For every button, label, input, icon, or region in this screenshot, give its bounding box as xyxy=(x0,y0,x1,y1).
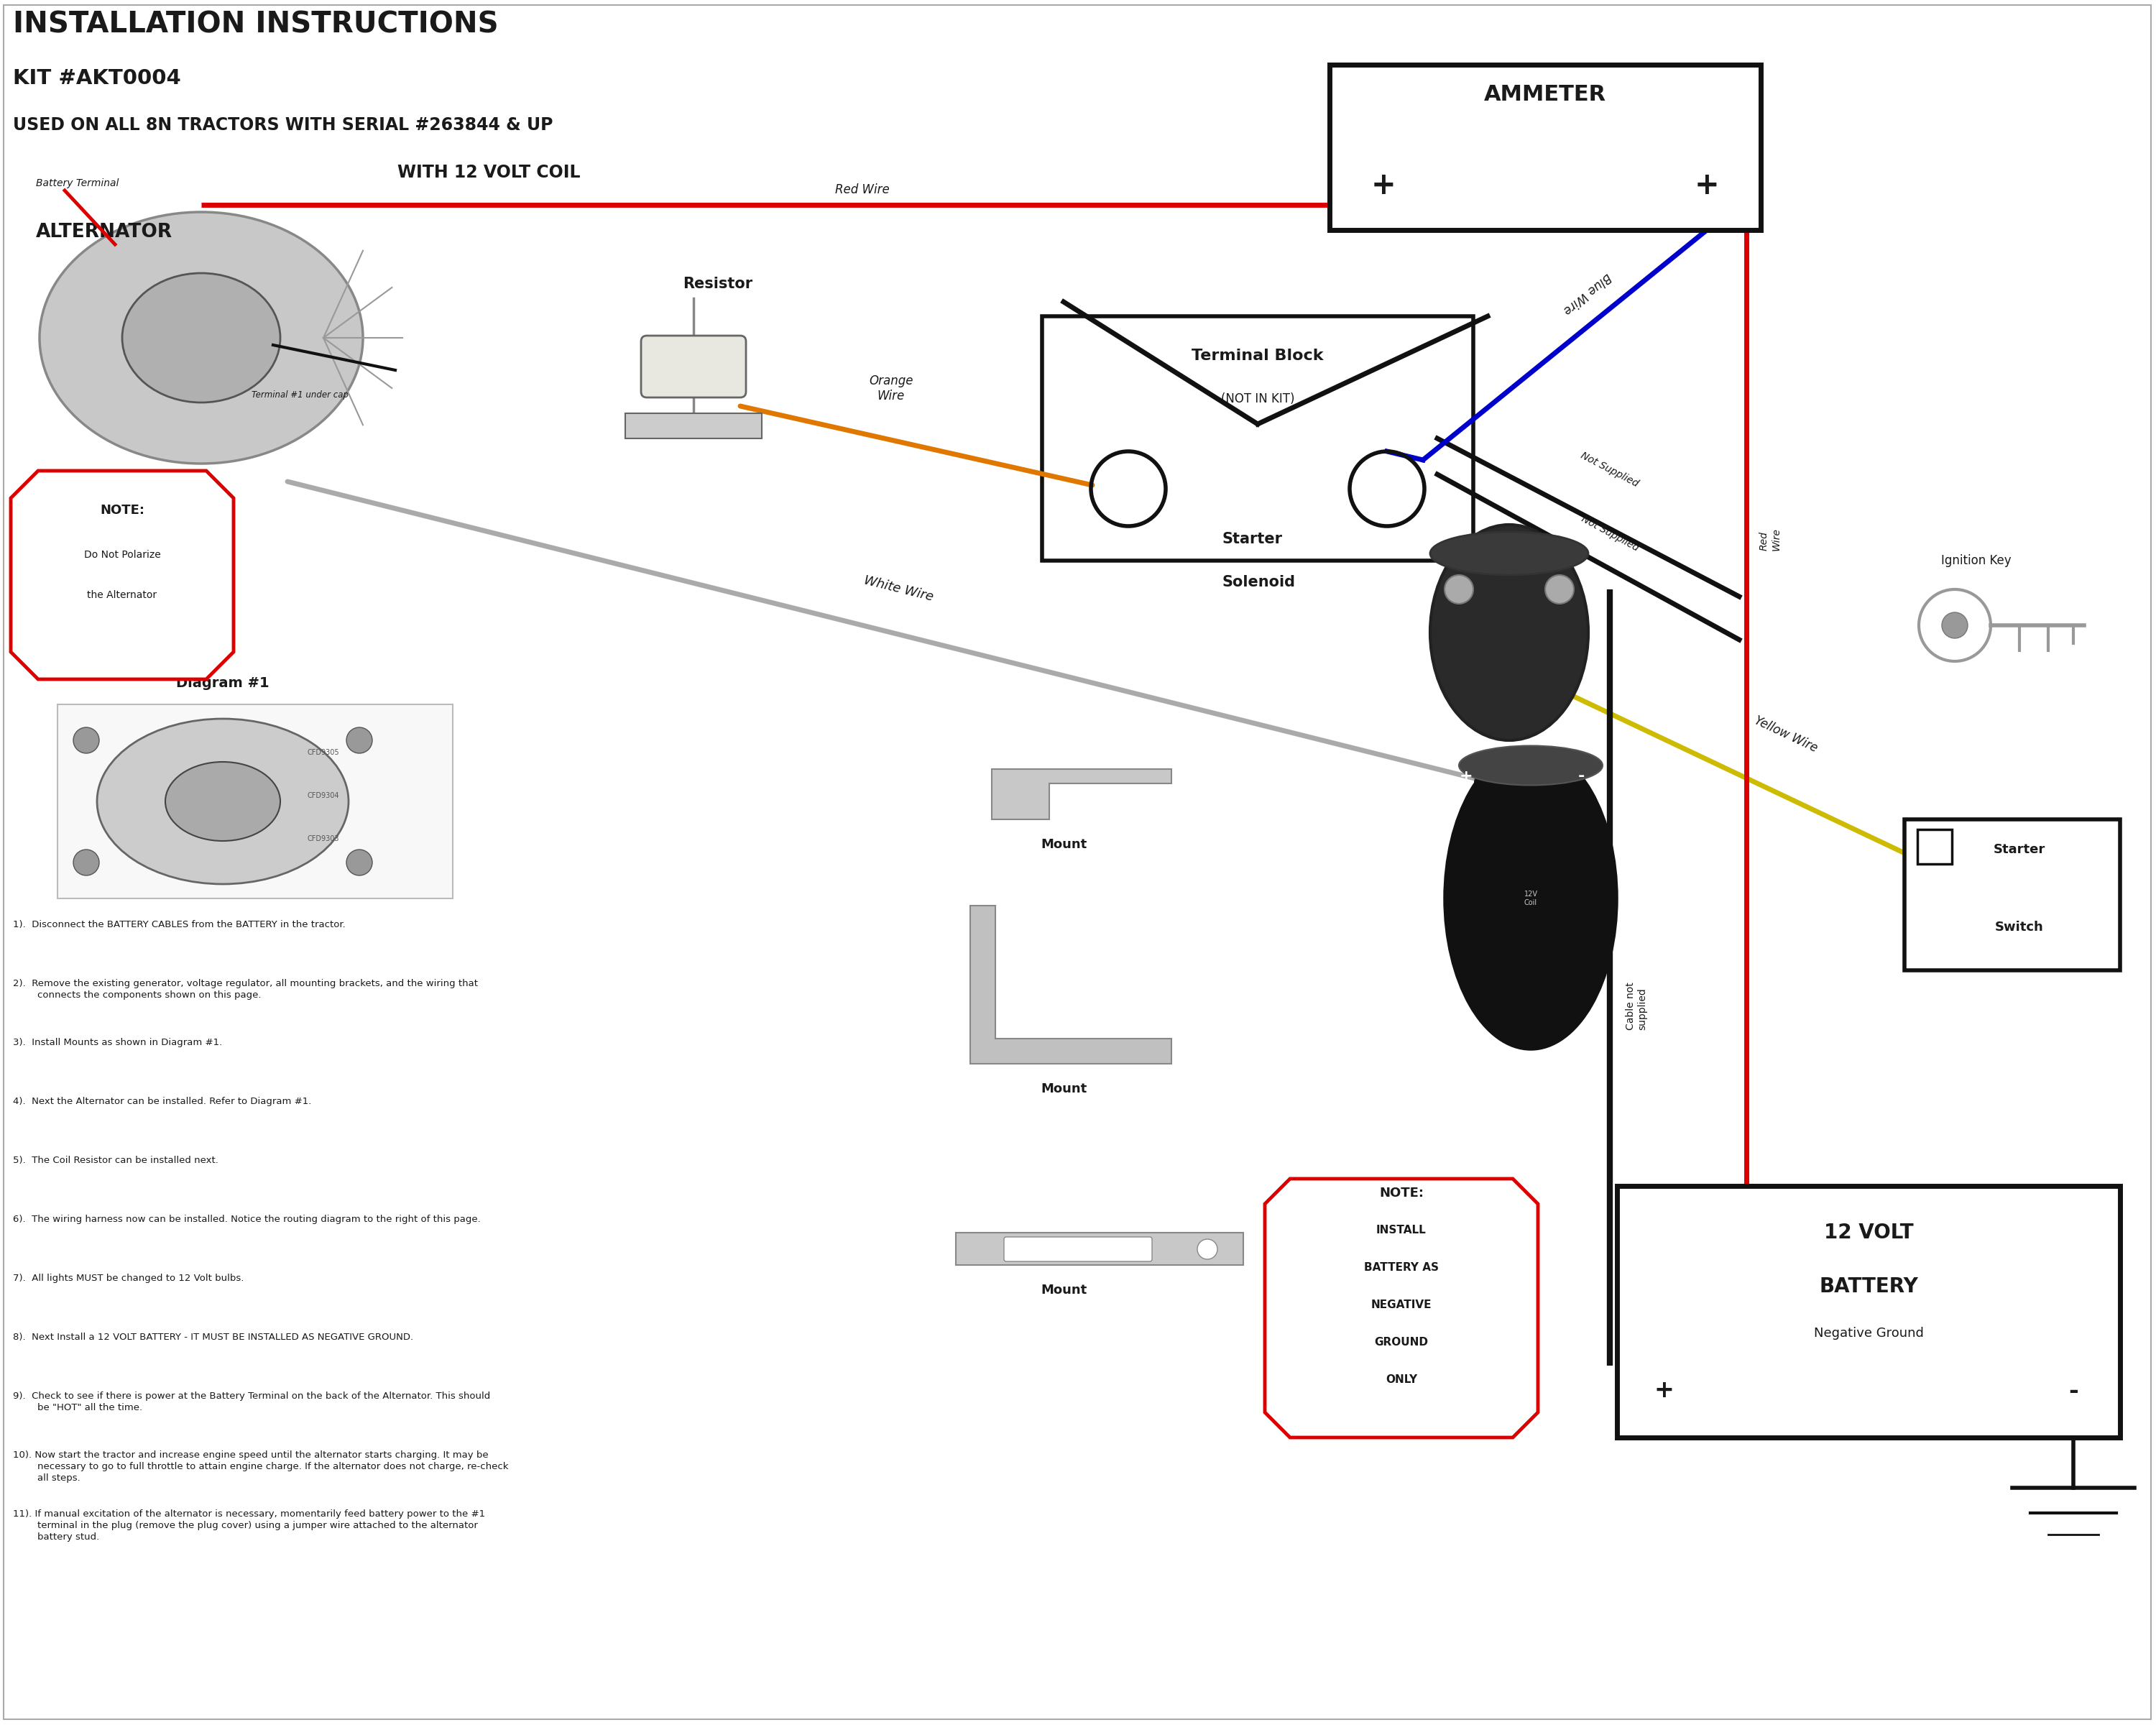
Text: ONLY: ONLY xyxy=(1386,1375,1416,1385)
Text: 5).  The Coil Resistor can be installed next.: 5). The Coil Resistor can be installed n… xyxy=(13,1156,218,1164)
Circle shape xyxy=(1546,574,1574,604)
Text: Switch: Switch xyxy=(1994,921,2044,933)
Text: BATTERY AS: BATTERY AS xyxy=(1365,1263,1438,1273)
Text: Yellow Wire: Yellow Wire xyxy=(1753,714,1820,756)
Text: 3).  Install Mounts as shown in Diagram #1.: 3). Install Mounts as shown in Diagram #… xyxy=(13,1038,222,1047)
Text: 1).  Disconnect the BATTERY CABLES from the BATTERY in the tractor.: 1). Disconnect the BATTERY CABLES from t… xyxy=(13,919,345,930)
FancyBboxPatch shape xyxy=(58,704,453,899)
Text: BATTERY: BATTERY xyxy=(1820,1276,1919,1297)
Text: Mount: Mount xyxy=(1041,1283,1087,1297)
FancyBboxPatch shape xyxy=(1904,819,2119,969)
Ellipse shape xyxy=(1429,531,1589,574)
Text: 2).  Remove the existing generator, voltage regulator, all mounting brackets, an: 2). Remove the existing generator, volta… xyxy=(13,978,479,1000)
Ellipse shape xyxy=(166,762,280,840)
Text: AMMETER: AMMETER xyxy=(1483,85,1606,105)
Text: Starter: Starter xyxy=(1222,531,1283,547)
Text: White Wire: White Wire xyxy=(862,574,934,604)
Text: CFD9304: CFD9304 xyxy=(308,792,338,799)
Text: Negative Ground: Negative Ground xyxy=(1813,1327,1923,1340)
Text: Red
Wire: Red Wire xyxy=(1759,528,1781,550)
Circle shape xyxy=(347,849,373,875)
Text: 6).  The wiring harness now can be installed. Notice the routing diagram to the : 6). The wiring harness now can be instal… xyxy=(13,1214,481,1225)
Ellipse shape xyxy=(1460,745,1602,785)
Text: Terminal #1 under cap: Terminal #1 under cap xyxy=(252,390,349,400)
FancyBboxPatch shape xyxy=(1330,64,1761,229)
Text: Starter: Starter xyxy=(1994,844,2046,856)
FancyBboxPatch shape xyxy=(1917,830,1951,864)
Circle shape xyxy=(1445,574,1473,604)
Text: Not Supplied: Not Supplied xyxy=(1580,514,1641,554)
Text: -: - xyxy=(2068,1378,2078,1402)
Text: Terminal Block: Terminal Block xyxy=(1192,348,1324,362)
FancyBboxPatch shape xyxy=(1041,316,1473,561)
Text: -: - xyxy=(1578,769,1585,783)
Ellipse shape xyxy=(97,719,349,883)
Text: KIT #AKT0004: KIT #AKT0004 xyxy=(13,69,181,88)
Text: +: + xyxy=(1654,1378,1673,1402)
Text: 12V
Coil: 12V Coil xyxy=(1524,890,1537,906)
Text: INSTALLATION INSTRUCTIONS: INSTALLATION INSTRUCTIONS xyxy=(13,10,498,40)
FancyBboxPatch shape xyxy=(625,414,761,438)
Text: +: + xyxy=(1695,171,1718,200)
Text: CFD9303: CFD9303 xyxy=(308,835,338,842)
Text: NOTE:: NOTE: xyxy=(1380,1187,1423,1199)
Circle shape xyxy=(347,728,373,754)
Text: Blue Wire: Blue Wire xyxy=(1561,269,1613,316)
Text: 12 VOLT: 12 VOLT xyxy=(1824,1223,1912,1242)
Ellipse shape xyxy=(1429,524,1589,740)
Text: +: + xyxy=(1371,171,1395,200)
FancyBboxPatch shape xyxy=(1617,1187,2119,1437)
Text: Mount: Mount xyxy=(1041,1083,1087,1095)
Circle shape xyxy=(73,728,99,754)
FancyBboxPatch shape xyxy=(1005,1237,1151,1261)
Text: 4).  Next the Alternator can be installed. Refer to Diagram #1.: 4). Next the Alternator can be installed… xyxy=(13,1097,310,1106)
Text: Solenoid: Solenoid xyxy=(1222,574,1296,590)
Circle shape xyxy=(1943,612,1968,638)
Polygon shape xyxy=(1266,1178,1537,1437)
Text: 8).  Next Install a 12 VOLT BATTERY - IT MUST BE INSTALLED AS NEGATIVE GROUND.: 8). Next Install a 12 VOLT BATTERY - IT … xyxy=(13,1332,414,1342)
Polygon shape xyxy=(11,471,233,680)
Text: 9).  Check to see if there is power at the Battery Terminal on the back of the A: 9). Check to see if there is power at th… xyxy=(13,1392,489,1413)
Text: CFD9305: CFD9305 xyxy=(308,749,338,756)
Text: Ignition Key: Ignition Key xyxy=(1940,554,2012,568)
Polygon shape xyxy=(970,906,1171,1064)
Text: Cable not
supplied: Cable not supplied xyxy=(1626,982,1647,1030)
Text: USED ON ALL 8N TRACTORS WITH SERIAL #263844 & UP: USED ON ALL 8N TRACTORS WITH SERIAL #263… xyxy=(13,116,552,133)
Text: 10). Now start the tractor and increase engine speed until the alternator starts: 10). Now start the tractor and increase … xyxy=(13,1451,509,1484)
Polygon shape xyxy=(992,769,1171,819)
Text: INSTALL: INSTALL xyxy=(1376,1225,1427,1235)
FancyBboxPatch shape xyxy=(640,336,746,397)
Text: Resistor: Resistor xyxy=(683,276,752,292)
Text: NEGATIVE: NEGATIVE xyxy=(1371,1301,1432,1311)
Text: (NOT IN KIT): (NOT IN KIT) xyxy=(1220,392,1294,405)
Ellipse shape xyxy=(39,212,362,464)
Text: Do Not Polarize: Do Not Polarize xyxy=(84,550,160,561)
Text: GROUND: GROUND xyxy=(1376,1337,1427,1347)
Text: +: + xyxy=(1460,769,1473,783)
Text: Red Wire: Red Wire xyxy=(834,183,890,197)
Ellipse shape xyxy=(1445,747,1617,1049)
Text: Not Supplied: Not Supplied xyxy=(1578,450,1641,488)
Text: the Alternator: the Alternator xyxy=(86,590,157,600)
Text: 7).  All lights MUST be changed to 12 Volt bulbs.: 7). All lights MUST be changed to 12 Vol… xyxy=(13,1273,244,1283)
Text: Diagram #1: Diagram #1 xyxy=(177,676,270,690)
Text: NOTE:: NOTE: xyxy=(99,504,144,518)
Text: ALTERNATOR: ALTERNATOR xyxy=(37,223,172,242)
Text: Orange
Wire: Orange Wire xyxy=(869,374,914,402)
Circle shape xyxy=(73,849,99,875)
Circle shape xyxy=(1197,1239,1218,1259)
Ellipse shape xyxy=(123,273,280,402)
Text: Mount: Mount xyxy=(1041,838,1087,850)
Text: Coil: Coil xyxy=(1473,776,1505,790)
Text: 11). If manual excitation of the alternator is necessary, momentarily feed batte: 11). If manual excitation of the alterna… xyxy=(13,1509,485,1542)
FancyBboxPatch shape xyxy=(955,1233,1244,1264)
Text: Battery Terminal: Battery Terminal xyxy=(37,178,119,188)
Text: WITH 12 VOLT COIL: WITH 12 VOLT COIL xyxy=(397,164,580,181)
